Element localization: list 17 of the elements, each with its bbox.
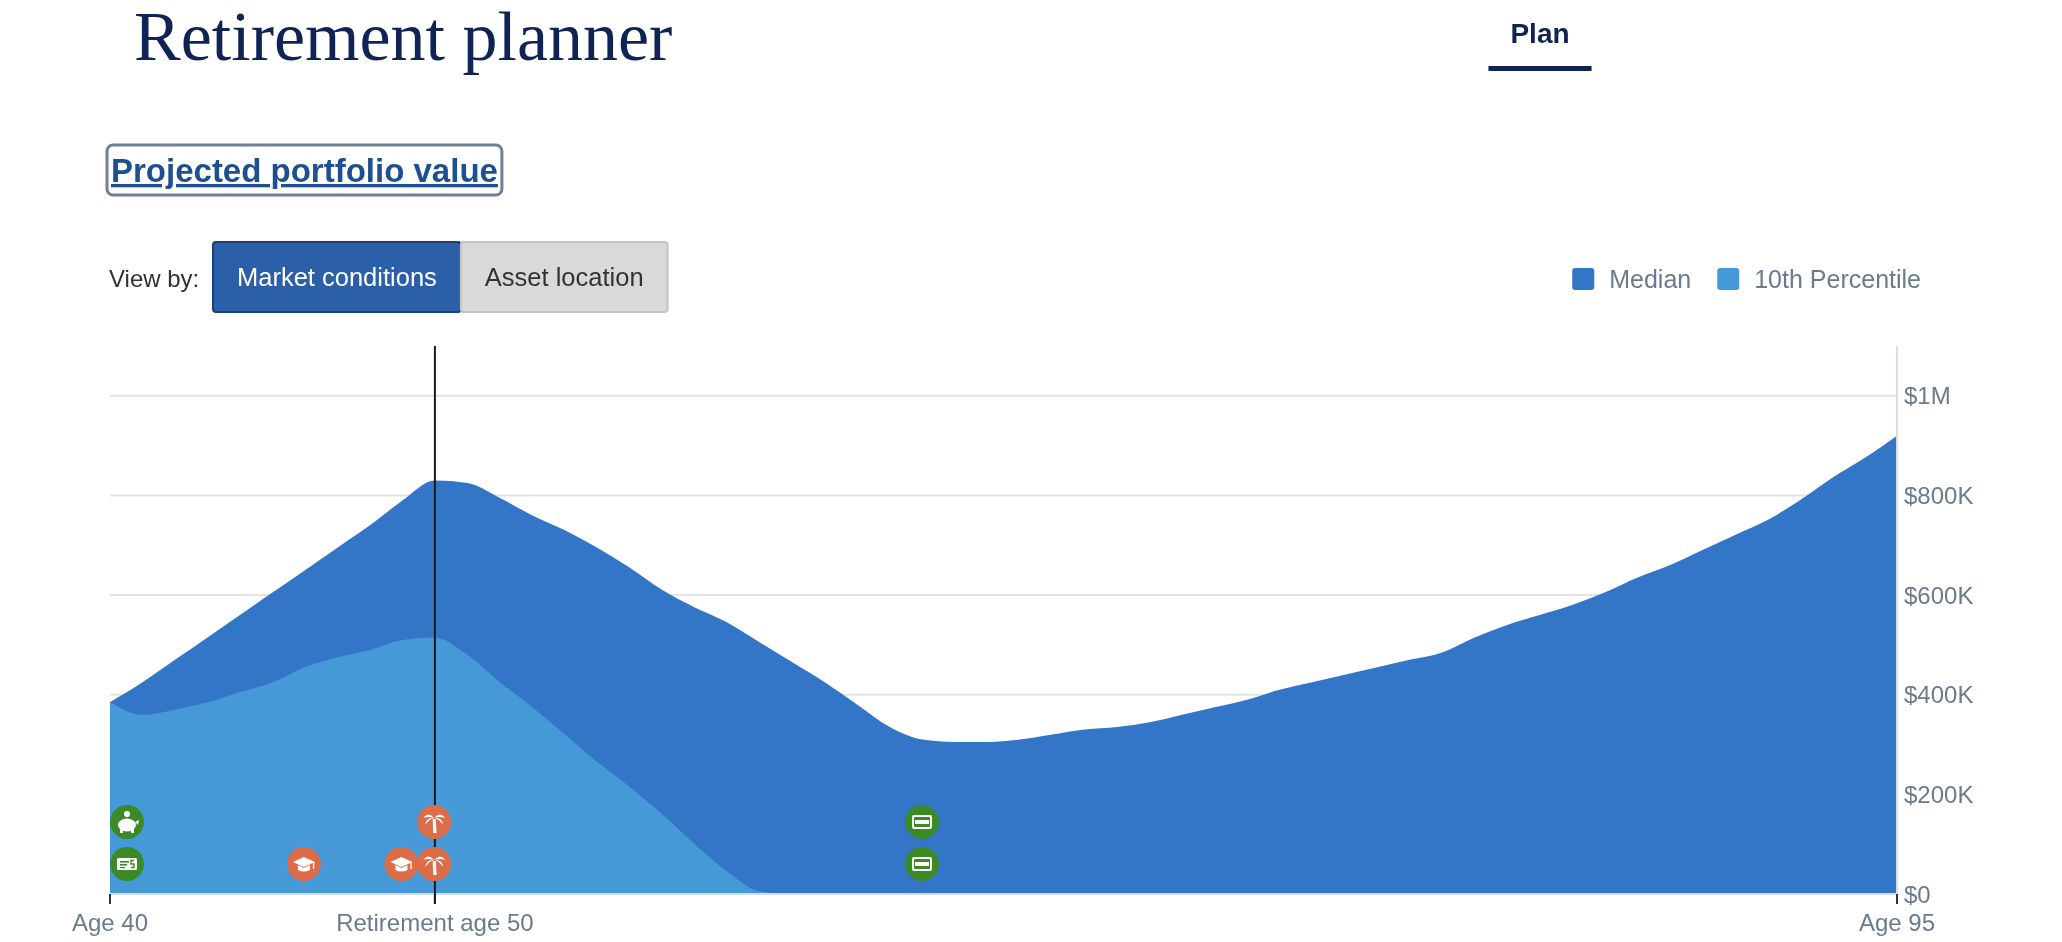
text: Plan <box>1510 18 1570 49</box>
chart-title: Retirement planner <box>134 0 673 75</box>
text: Asset location <box>484 263 644 291</box>
chart-subtitle: Projected portfolio value <box>111 152 498 189</box>
y-tick-label: $600K <box>1904 581 1974 609</box>
x-tick-label: Age 40 <box>71 908 149 936</box>
y-tick-label: $400K <box>1904 681 1974 709</box>
y-tick-label: $0 <box>1904 880 1931 908</box>
y-tick-label: $800K <box>1904 481 1974 509</box>
text: View by: <box>109 265 200 292</box>
x-tick-label: Age 95 <box>1858 908 1936 936</box>
legend-label: Median <box>1609 265 1692 293</box>
x-tick-label: Retirement age 50 <box>336 908 534 936</box>
y-tick-label: $1M <box>1904 382 1951 410</box>
legend-label: 10th Percentile <box>1754 265 1922 293</box>
text: Market conditions <box>237 263 437 291</box>
y-tick-label: $200K <box>1904 780 1974 808</box>
